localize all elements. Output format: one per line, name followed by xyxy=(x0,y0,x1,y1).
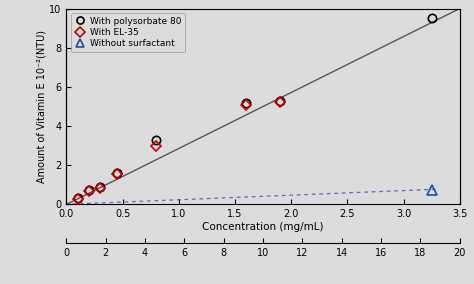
With EL-35 xyxy=(243,103,249,106)
With EL-35 xyxy=(75,197,81,200)
Legend: With polysorbate 80, With EL-35, Without surfactant: With polysorbate 80, With EL-35, Without… xyxy=(71,13,185,52)
With polysorbate 80 xyxy=(154,138,159,141)
With EL-35 xyxy=(86,189,91,193)
X-axis label: Concentration (mg/mL): Concentration (mg/mL) xyxy=(202,222,324,232)
With EL-35 xyxy=(114,172,120,176)
With EL-35 xyxy=(277,100,283,103)
With polysorbate 80 xyxy=(243,101,249,104)
With EL-35 xyxy=(97,186,103,189)
With EL-35 xyxy=(154,144,159,147)
With polysorbate 80 xyxy=(75,196,81,199)
Line: With EL-35: With EL-35 xyxy=(74,98,284,202)
With polysorbate 80 xyxy=(86,188,91,191)
With polysorbate 80 xyxy=(114,172,120,175)
With polysorbate 80 xyxy=(97,185,103,189)
Y-axis label: Amount of Vitamin E 10⁻²(NTU): Amount of Vitamin E 10⁻²(NTU) xyxy=(36,30,46,183)
Line: With polysorbate 80: With polysorbate 80 xyxy=(73,14,436,202)
With polysorbate 80 xyxy=(277,99,283,102)
With polysorbate 80 xyxy=(429,16,435,20)
X-axis label: Concentration 10⁻⁵ (lb/fl oz): Concentration 10⁻⁵ (lb/fl oz) xyxy=(190,283,336,284)
